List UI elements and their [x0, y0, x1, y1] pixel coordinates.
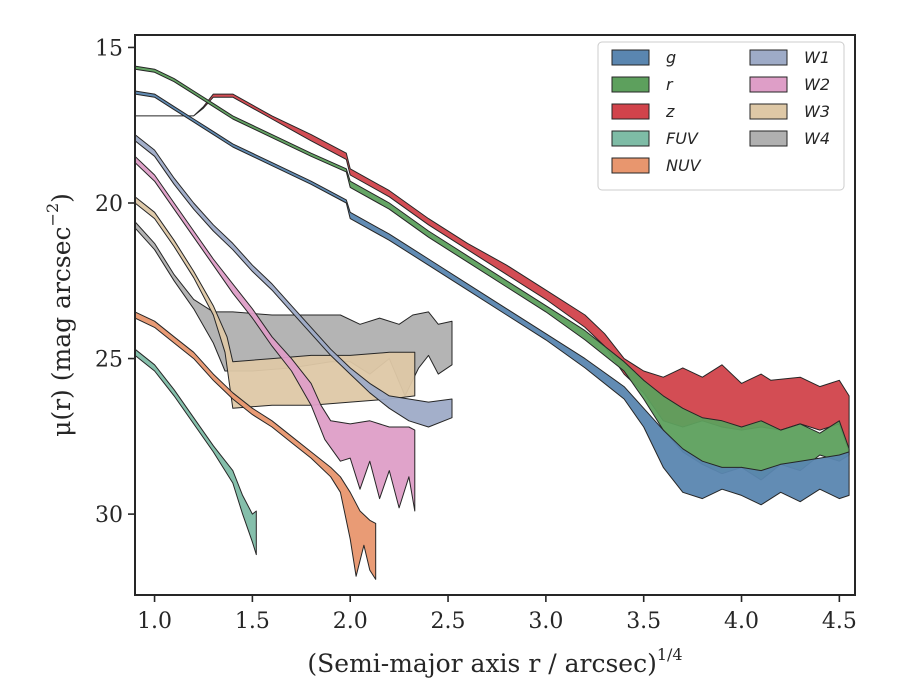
x-tick-label: 1.0 [137, 609, 172, 634]
legend-swatch-w4 [749, 130, 788, 147]
x-tick-label: 2.0 [333, 609, 368, 634]
series-band-w4 [135, 221, 453, 397]
series-band-w1 [135, 134, 453, 428]
y-tick-label: 15 [95, 36, 123, 61]
y-tick-label: 30 [95, 503, 123, 528]
legend-label-nuv: NUV [666, 156, 702, 175]
legend-swatch-nuv [611, 157, 650, 174]
series-layer [135, 65, 850, 580]
x-tick-label: 4.0 [724, 609, 759, 634]
x-tick-label: 3.5 [626, 609, 661, 634]
legend-swatch-r [611, 76, 650, 93]
x-axis-label: (Semi-major axis r / arcsec)1/4 [307, 645, 682, 678]
legend-label-w1: W1 [804, 48, 830, 67]
legend-label-w4: W4 [804, 129, 830, 148]
legend-label-w2: W2 [804, 75, 830, 94]
x-tick-label: 1.5 [235, 609, 270, 634]
legend-swatch-g [611, 49, 650, 66]
legend-label-z: z [665, 102, 675, 121]
series-band-g [135, 90, 850, 506]
x-tick-label: 3.0 [528, 609, 563, 634]
series-band-z [135, 93, 850, 453]
series-band-w2 [135, 155, 416, 512]
legend: grz FUV NUV W1 W2 W3 W4 [597, 41, 845, 191]
legend-label-r: r [666, 75, 674, 94]
axes-frame [134, 34, 856, 596]
legend-label-g: g [666, 48, 676, 67]
legend-entries: grz FUV NUV W1 W2 W3 W4 [611, 48, 830, 175]
y-axis: 15 20 25 30 [95, 36, 135, 528]
x-tick-label: 4.5 [822, 609, 857, 634]
legend-label-fuv: FUV [666, 129, 699, 148]
legend-swatch-w2 [749, 76, 788, 93]
legend-label-w3: W3 [804, 102, 830, 121]
legend-swatch-z [611, 103, 650, 120]
x-axis: 1.0 1.5 2.0 2.5 3.0 3.5 4.0 4.5 [137, 595, 857, 634]
series-band-fuv [135, 348, 257, 556]
x-tick-label: 2.5 [431, 609, 466, 634]
y-tick-label: 25 [95, 348, 123, 373]
legend-swatch-w3 [749, 103, 788, 120]
series-band-nuv [135, 311, 377, 580]
y-axis-label: μ(r) (mag arcsec−2) [43, 193, 76, 437]
legend-swatch-w1 [749, 49, 788, 66]
legend-swatch-fuv [611, 130, 650, 147]
series-band-w3 [135, 196, 416, 409]
y-tick-label: 20 [95, 192, 123, 217]
